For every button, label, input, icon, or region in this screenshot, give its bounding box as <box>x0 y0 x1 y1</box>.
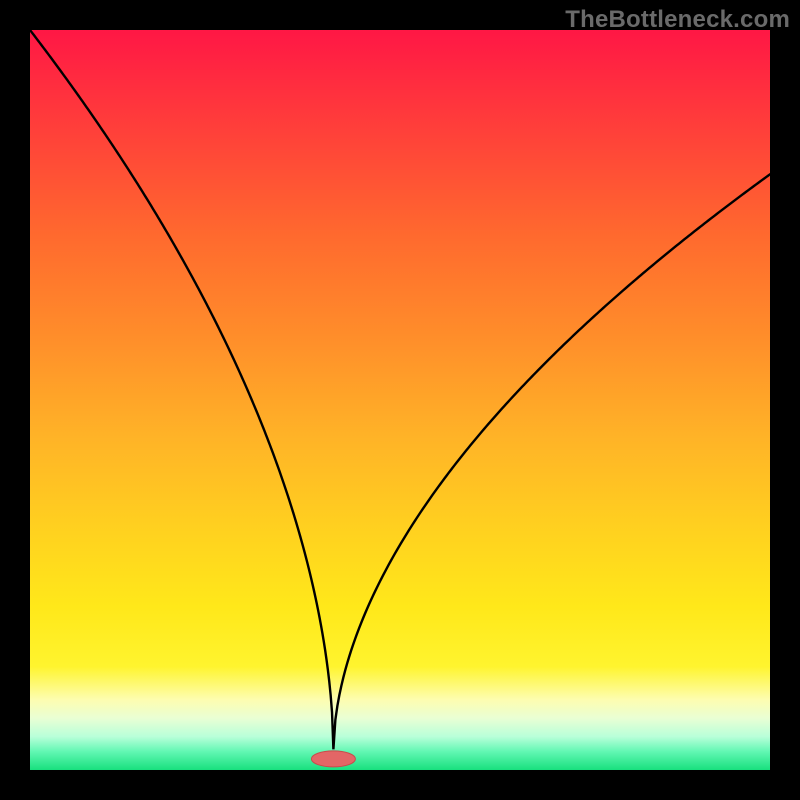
plot-background <box>30 30 770 770</box>
watermark-text: TheBottleneck.com <box>565 6 790 34</box>
optimal-marker <box>311 751 355 767</box>
chart-container: TheBottleneck.com <box>0 0 800 800</box>
chart-svg <box>0 0 800 800</box>
